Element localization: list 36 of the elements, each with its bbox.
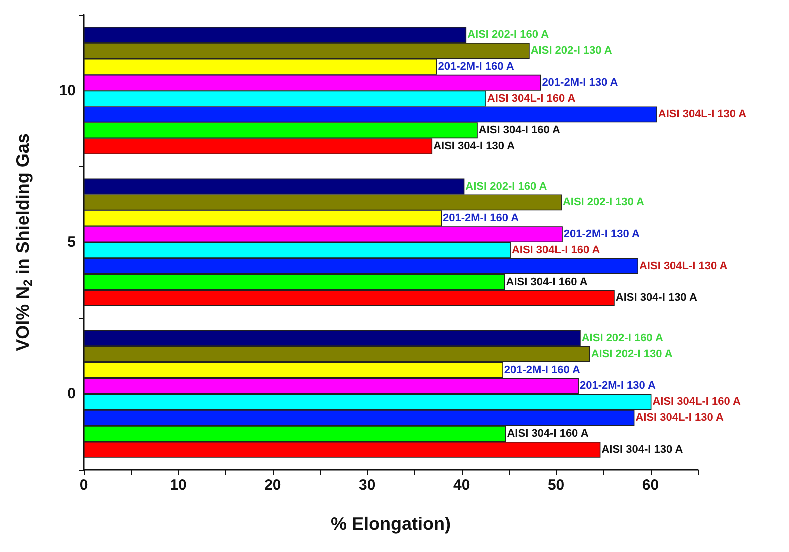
text: AISI 304L-I 160 A — [652, 396, 741, 408]
series-label: AISI 202-I 160 A — [468, 29, 550, 42]
series-label: AISI 304L-I 160 A — [487, 92, 576, 105]
x-tick-label: 40 — [454, 477, 470, 494]
x-tick-label: 50 — [548, 477, 565, 494]
text: AISI 304-I 130 A — [616, 292, 698, 304]
y-tick-label: 10 — [59, 82, 76, 100]
series-label: AISI 304-I 130 A — [434, 140, 516, 153]
text: AISI 304L-I 130 A — [636, 412, 724, 424]
text: 201-2M-I 130 A — [580, 380, 656, 392]
y-tick-label: 5 — [68, 234, 76, 251]
series-label: AISI 304-I 160 A — [478, 124, 560, 137]
text: AISI 304L-I 160 A — [512, 244, 600, 256]
text: AISI 304L-I 130 A — [639, 260, 728, 272]
text: AISI 304-I 160 A — [507, 428, 589, 440]
text: AISI 202-I 130 A — [562, 196, 645, 209]
x-tick-label: 0 — [80, 477, 88, 494]
y-axis-title: VOl% N2 in Shielding Gas — [13, 134, 35, 352]
x-tick-label: 30 — [359, 477, 376, 494]
series-label: AISI 304L-I 130 A — [658, 108, 747, 121]
text: AISI 304-I 130 A — [602, 444, 684, 456]
text: 201-2M-I 160 A — [504, 364, 580, 376]
series-label: AISI 202-I 130 A — [530, 45, 612, 58]
series-label: 201-2M-I 130 A — [564, 228, 640, 241]
x-axis-title: % Elongation) — [331, 514, 451, 534]
text: AISI 202-I 160 A — [466, 180, 548, 193]
text: 201-2M-I 160 A — [438, 60, 514, 73]
x-tick-label: 20 — [264, 477, 282, 494]
x-tick-label: 60 — [642, 477, 660, 494]
text: 201-2M-I 130 A — [542, 76, 618, 89]
text: AISI 304-I 160 A — [506, 276, 588, 288]
text: AISI 202-I 130 A — [591, 348, 673, 360]
text: AISI 202-I 160 A — [582, 332, 664, 344]
y-tick-label: 0 — [68, 386, 76, 403]
x-tick-label: 10 — [170, 477, 187, 494]
series-label: 201-2M-I 160 A — [443, 212, 520, 225]
